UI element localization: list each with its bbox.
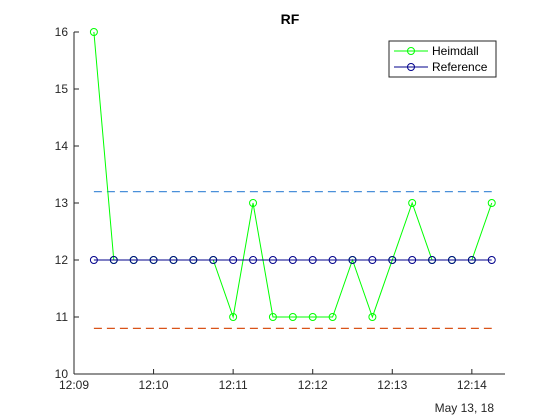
data-point [388,256,397,264]
data-point [249,256,258,264]
data-point [129,256,138,264]
data-point [447,256,456,264]
data-point [408,199,417,207]
data-point [288,313,297,321]
data-point [328,256,337,264]
data-point [268,313,277,321]
data-point [189,256,198,264]
data-point [169,256,178,264]
data-point [308,313,317,321]
data-point [368,256,377,264]
data-point [487,199,496,207]
legend-label: Heimdall [432,44,479,58]
data-point [288,256,297,264]
data-point [487,256,496,264]
x-tick-label: 12:14 [457,378,487,392]
data-point [348,256,357,264]
y-tick-label: 14 [55,139,69,153]
data-point [268,256,277,264]
data-point [229,313,238,321]
data-point [89,256,98,264]
x-tick-label: 12:10 [139,378,169,392]
y-tick-label: 15 [55,82,69,96]
data-point [149,256,158,264]
y-tick-label: 10 [55,367,69,381]
data-point [408,256,417,264]
data-point [308,256,317,264]
x-tick-label: 12:13 [377,378,407,392]
y-tick-label: 11 [56,310,69,324]
x-tick-label: 12:11 [219,378,248,392]
data-point [229,256,238,264]
data-point [249,199,258,207]
data-point [328,313,337,321]
y-tick-label: 13 [55,196,69,210]
legend-marker [407,63,415,71]
date-label: May 13, 18 [435,401,495,415]
legend-marker [407,47,415,55]
legend-box [388,40,497,78]
data-point [109,256,118,264]
data-point [89,28,98,36]
x-tick-label: 12:12 [298,378,328,392]
x-tick-label: 12:09 [59,378,89,392]
legend: Heimdall Reference [388,40,497,78]
data-point [467,256,476,264]
plot-area: 10 11 12 13 14 15 16 12:09 12:10 12:11 12:12 12:13 1… [55,25,505,392]
y-tick-label: 12 [55,253,69,267]
data-point [428,256,437,264]
y-tick-label: 16 [55,25,69,39]
chart-title: RF [281,11,300,27]
data-point [209,256,218,264]
legend-label: Reference [432,60,488,74]
data-point [368,313,377,321]
